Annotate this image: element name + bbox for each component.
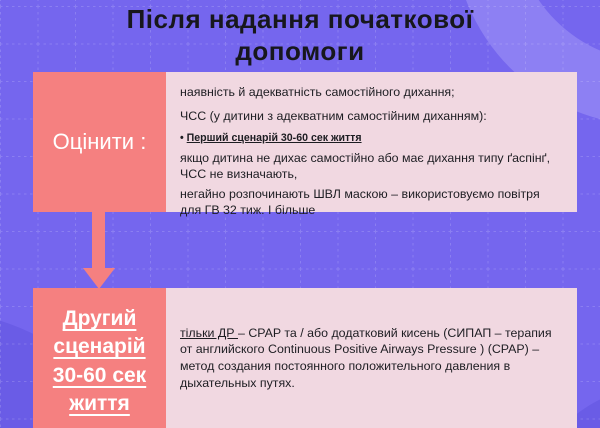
second-scenario-box: Другий сценарій 30-60 сек життя [33, 288, 166, 428]
second-scenario-line: 30-60 сек [52, 363, 147, 387]
assess-detail-gasping: якщо дитина не дихає самостійно або має … [180, 151, 551, 182]
second-scenario-line: життя [69, 391, 130, 415]
first-scenario-heading-text: Перший сценарій 30-60 сек життя [186, 132, 362, 145]
assess-detail-breathing: наявність й адекватність самостійного ди… [180, 85, 455, 99]
assess-detail-ventilation: негайно розпочинають ШВЛ маскою – викори… [180, 187, 540, 218]
cpap-description: тільки ДР – CPAP та / або додатковий кис… [180, 325, 559, 392]
bullet-icon: • [180, 132, 184, 145]
assess-label: Оцінити : [52, 129, 147, 154]
second-scenario-line: Другий [62, 307, 137, 331]
assess-box: Оцінити : [33, 72, 166, 212]
down-arrow-shaft [92, 210, 105, 268]
cpap-description-rest: – CPAP та / або додатковий кисень (СИПАП… [180, 325, 552, 390]
down-arrow-head [83, 268, 115, 289]
second-scenario-details-panel: тільки ДР – CPAP та / або додатковий кис… [166, 288, 577, 428]
slide-title-text: Після надання початкової допомоги [126, 4, 474, 66]
slide-title: Після надання початкової допомоги [0, 4, 600, 67]
first-scenario-heading: • Перший сценарій 30-60 сек життя [180, 132, 561, 146]
second-scenario-line: сценарій [53, 335, 146, 359]
assess-detail-heart-rate: ЧСС (у дитини з адекватним самостійним д… [180, 109, 487, 124]
cpap-description-lead: тільки ДР [180, 325, 238, 340]
assess-details-panel: наявність й адекватність самостійного ди… [166, 72, 577, 217]
